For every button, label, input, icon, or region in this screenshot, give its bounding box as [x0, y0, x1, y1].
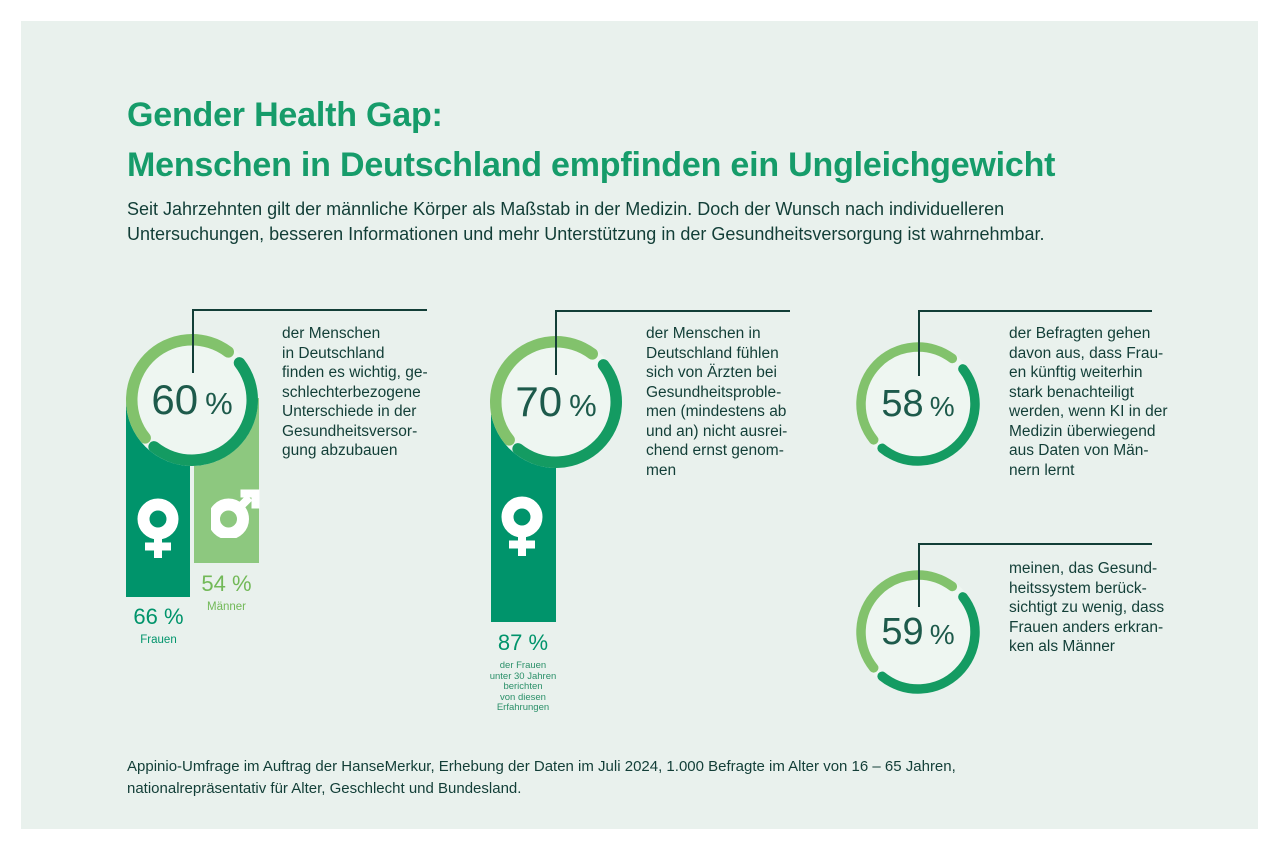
connector-line-vertical [918, 310, 920, 376]
bar-label-maenner: 54 % Männer [201, 571, 252, 613]
donut-value-58: 58% [881, 383, 955, 425]
connector-line-horizontal [918, 310, 1152, 312]
subtitle: Seit Jahrzehnten gilt der männliche Körp… [127, 199, 1045, 244]
male-gender-icon [211, 488, 261, 538]
donut-value-59: 59% [881, 611, 955, 653]
connector-line-horizontal [192, 309, 427, 311]
connector-line-horizontal [918, 543, 1152, 545]
donut-chart-70 [490, 336, 622, 468]
connector-line-horizontal [555, 310, 790, 312]
donut-chart-58 [856, 342, 980, 466]
donut-value-60: 60% [151, 376, 233, 423]
bar-label-frauen-u30: 87 % der Frauen unter 30 Jahren berichte… [489, 630, 557, 713]
connector-line-vertical [192, 309, 194, 373]
female-gender-icon [134, 498, 182, 564]
footer-source-note: Appinio-Umfrage im Auftrag der HanseMerk… [127, 758, 956, 797]
donut-value-70: 70% [515, 378, 597, 425]
connector-line-vertical [918, 543, 920, 607]
connector-line-vertical [555, 310, 557, 375]
stat-description-59: meinen, das Gesund- heitssystem berück- … [1009, 560, 1165, 655]
female-gender-icon [498, 496, 546, 562]
stat-description-70: der Menschen in Deutschland fühlen sich … [646, 325, 788, 479]
bar-label-frauen: 66 % Frauen [133, 604, 184, 646]
page-title: Gender Health Gap: Menschen in Deutschla… [127, 96, 1056, 184]
stat-description-60: der Menschen in Deutschland finden es wi… [282, 325, 428, 459]
stat-description-58: der Befragten gehen davon aus, dass Frau… [1009, 325, 1168, 479]
donut-chart-60 [126, 334, 258, 466]
donut-chart-59 [856, 570, 980, 694]
